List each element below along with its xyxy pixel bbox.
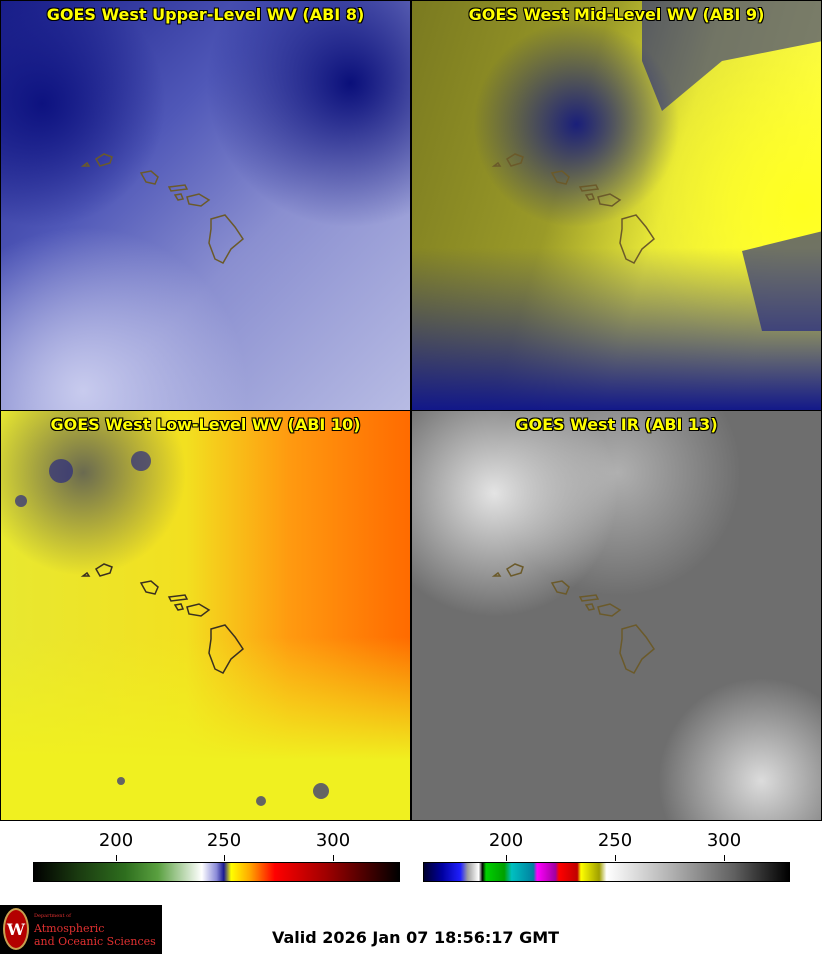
low-wv-image <box>1 411 410 820</box>
right-tick-mark <box>506 855 507 861</box>
panel-title-upper: GOES West Upper-Level WV (ABI 8) <box>46 5 365 24</box>
left-tick-label: 300 <box>315 830 351 851</box>
left-tick-mark <box>333 855 334 861</box>
colorbar-wv <box>33 862 400 882</box>
mid-wv-image <box>412 1 821 410</box>
aos-logo: W Department of Atmospheric and Oceanic … <box>0 905 162 954</box>
left-tick-label: 250 <box>206 830 242 851</box>
logo-line-2: and Oceanic Sciences <box>34 935 156 948</box>
coastlines <box>491 153 655 264</box>
panel-title-ir: GOES West IR (ABI 13) <box>515 415 718 434</box>
panel-mid-level-wv: GOES West Mid-Level WV (ABI 9) <box>411 0 822 411</box>
left-tick-label: 200 <box>98 830 134 851</box>
coastlines <box>491 563 655 674</box>
panel-title-low: GOES West Low-Level WV (ABI 10) <box>50 415 361 434</box>
right-tick-mark <box>615 855 616 861</box>
panel-low-level-wv: GOES West Low-Level WV (ABI 10) <box>0 410 411 821</box>
uw-seal-icon: W <box>3 908 29 950</box>
panel-upper-level-wv: GOES West Upper-Level WV (ABI 8) <box>0 0 411 411</box>
right-tick-label: 300 <box>706 830 742 851</box>
ir-image <box>412 411 821 820</box>
left-tick-mark <box>116 855 117 861</box>
right-tick-label: 250 <box>597 830 633 851</box>
panel-ir: GOES West IR (ABI 13) <box>411 410 822 821</box>
logo-department: Department of <box>34 913 71 919</box>
colorbar-ir <box>423 862 790 882</box>
logo-line-1: Atmospheric <box>34 922 105 935</box>
coastlines <box>80 563 244 674</box>
left-tick-mark <box>224 855 225 861</box>
coastlines <box>80 153 244 264</box>
upper-wv-image <box>1 1 410 410</box>
right-tick-label: 200 <box>488 830 524 851</box>
panel-title-mid: GOES West Mid-Level WV (ABI 9) <box>468 5 765 24</box>
right-tick-mark <box>724 855 725 861</box>
valid-time: Valid 2026 Jan 07 18:56:17 GMT <box>272 928 560 947</box>
